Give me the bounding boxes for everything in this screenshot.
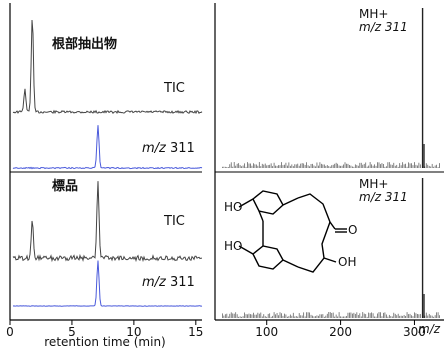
label-mz-italic-top: m/z (142, 141, 167, 156)
label-mz-top: m/z 311 (142, 141, 195, 156)
left-tick-label-15: 15 (188, 325, 203, 339)
structure-ho-bottom: HO (224, 239, 242, 253)
left-tick-label-10: 10 (126, 325, 141, 339)
right-tick-label-200: 200 (329, 325, 352, 339)
left-header-bottom: 標品 (52, 178, 78, 194)
left-tick-label-5: 5 (68, 325, 76, 339)
left-header-top: 根部抽出物 (52, 36, 117, 52)
label-mz-value-bottom: 311 (170, 275, 195, 290)
label-mz-311-bottom: m/z 311 (359, 190, 408, 204)
spectrum-standard (221, 178, 440, 318)
trace-standard-tic (12, 181, 203, 263)
trace-extract-tic (12, 19, 203, 115)
left-traces (12, 19, 203, 307)
left-x-ticks: 0 5 10 15 (6, 320, 203, 339)
left-x-axis-label: retention time (min) (44, 335, 165, 349)
label-mz-value-top: 311 (170, 141, 195, 156)
label-mh-bottom: MH+ (359, 177, 388, 191)
structure-ho-top: HO (224, 200, 242, 214)
label-mh-top: MH+ (359, 7, 388, 21)
right-tick-label-300: 300 (403, 325, 426, 339)
chemical-structure (238, 190, 347, 273)
right-x-axis-label: m/z (418, 322, 441, 336)
mass-spectra (221, 8, 440, 318)
label-mz-311-top: m/z 311 (359, 20, 408, 34)
spectrum-extract (221, 8, 440, 168)
structure-oh: OH (338, 255, 356, 269)
left-axes (9, 3, 202, 321)
label-mz-italic-bottom: m/z (142, 275, 167, 290)
label-mz-bottom: m/z 311 (142, 275, 195, 290)
label-tic-bottom: TIC (163, 214, 185, 229)
left-tick-label-0: 0 (6, 325, 14, 339)
label-tic-top: TIC (163, 81, 185, 96)
trace-standard-mz311 (12, 260, 203, 307)
right-x-ticks: 100 200 300 (255, 320, 426, 339)
structure-o: O (348, 223, 357, 237)
right-tick-label-100: 100 (255, 325, 278, 339)
trace-extract-mz311 (12, 125, 203, 170)
right-axes (214, 3, 444, 321)
